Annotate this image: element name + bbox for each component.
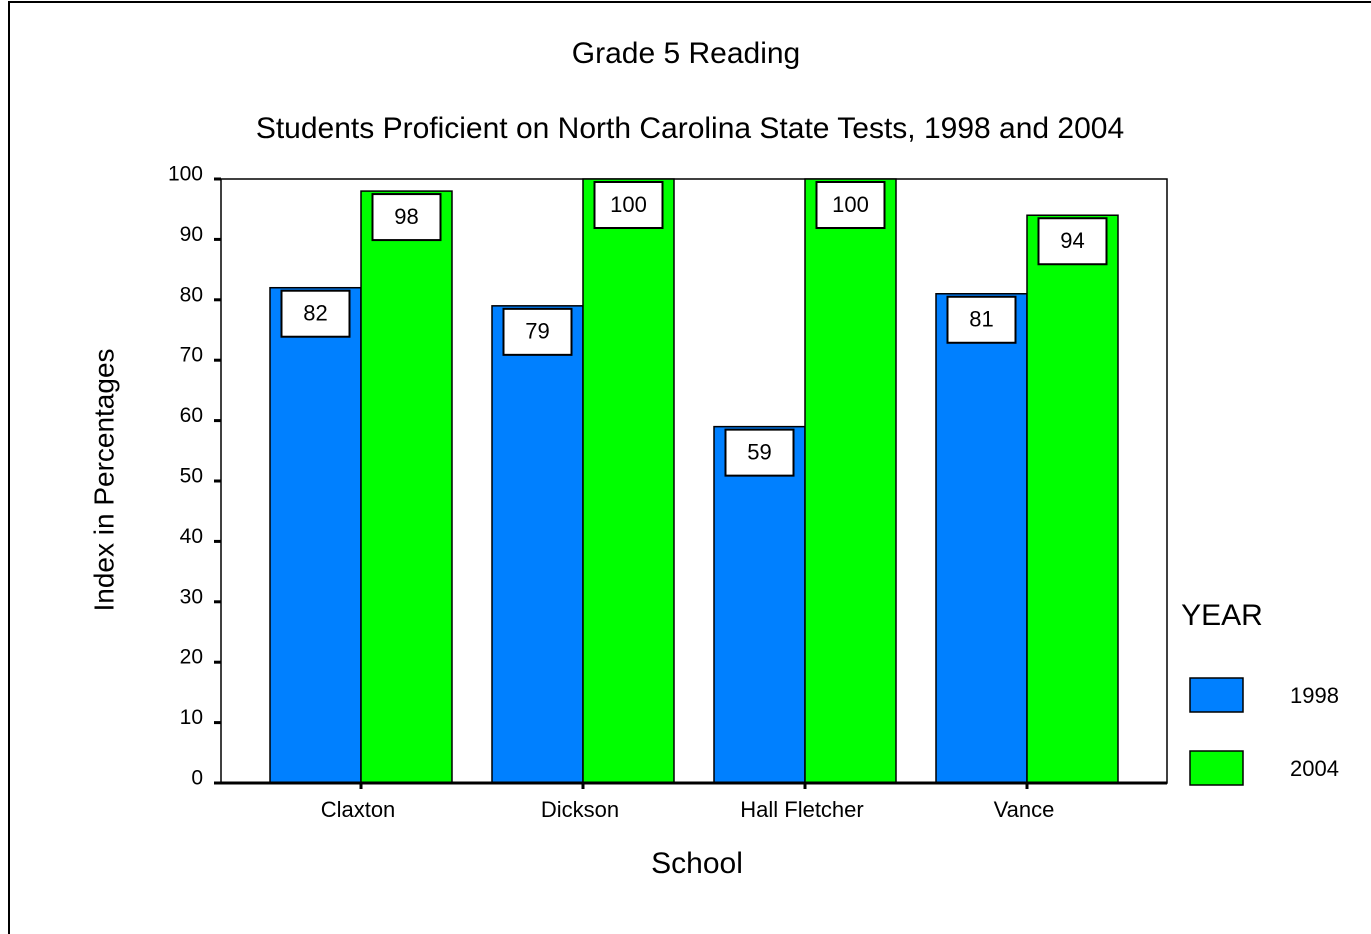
bar bbox=[1026, 214, 1119, 784]
x-tick-label: Hall Fletcher bbox=[740, 797, 863, 822]
data-label-box bbox=[1037, 217, 1108, 266]
y-tick-label: 100 bbox=[168, 163, 203, 186]
legend-title: YEAR bbox=[1181, 599, 1263, 632]
data-label: 79 bbox=[525, 319, 549, 344]
legend-label: 2004 bbox=[1290, 756, 1339, 781]
data-label-box bbox=[280, 289, 351, 338]
bar bbox=[360, 190, 453, 784]
y-tick-label: 80 bbox=[180, 283, 203, 306]
x-tick-label: Dickson bbox=[541, 797, 619, 822]
legend-label: 1998 bbox=[1290, 683, 1339, 708]
data-label: 81 bbox=[969, 307, 993, 332]
y-tick-label: 50 bbox=[180, 465, 203, 488]
data-label-box bbox=[371, 193, 442, 242]
bar bbox=[935, 293, 1028, 784]
y-tick-label: 90 bbox=[180, 223, 203, 246]
legend-swatch bbox=[1189, 750, 1244, 786]
y-tick-label: 0 bbox=[191, 767, 203, 790]
bar bbox=[491, 305, 584, 784]
bar bbox=[269, 286, 362, 784]
legend-swatch bbox=[1189, 677, 1244, 713]
data-label: 100 bbox=[610, 192, 647, 217]
x-axis-title: School bbox=[651, 847, 743, 880]
chart-title: Grade 5 Reading bbox=[572, 37, 801, 70]
data-label: 59 bbox=[747, 439, 771, 464]
chart-subtitle: Students Proficient on North Carolina St… bbox=[256, 112, 1124, 145]
data-label-box bbox=[593, 181, 664, 229]
y-tick-label: 30 bbox=[180, 585, 203, 608]
bar bbox=[582, 178, 675, 784]
y-axis-title: Index in Percentages bbox=[88, 348, 119, 611]
data-label-box bbox=[724, 428, 795, 477]
y-tick-label: 60 bbox=[180, 404, 203, 427]
data-label-box bbox=[946, 295, 1017, 344]
data-label: 94 bbox=[1060, 228, 1084, 253]
x-tick-label: Claxton bbox=[321, 797, 396, 822]
data-label-box bbox=[815, 181, 886, 229]
data-label: 100 bbox=[832, 192, 869, 217]
data-label-box bbox=[502, 307, 573, 356]
y-tick-label: 10 bbox=[180, 706, 203, 729]
y-tick-label: 40 bbox=[180, 525, 203, 548]
y-tick-label: 70 bbox=[180, 344, 203, 367]
data-label: 82 bbox=[303, 301, 327, 326]
bar bbox=[713, 425, 806, 784]
data-label: 98 bbox=[394, 204, 418, 229]
y-tick-label: 20 bbox=[180, 646, 203, 669]
x-tick-label: Vance bbox=[994, 797, 1055, 822]
bar bbox=[804, 178, 897, 784]
